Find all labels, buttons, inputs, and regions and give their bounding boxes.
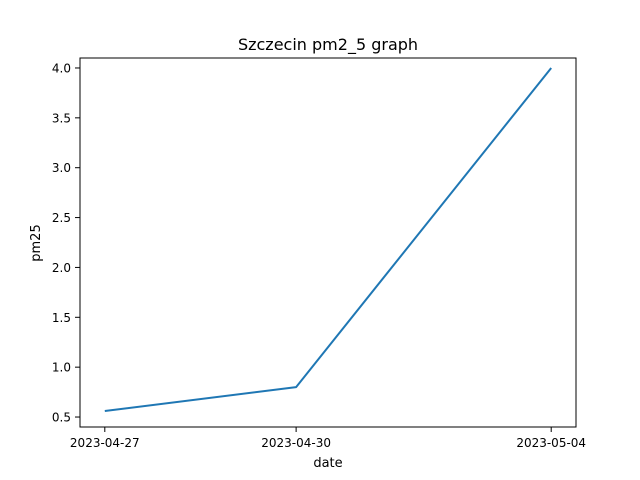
x-axis: 2023-04-27 2023-04-30 2023-05-04	[70, 427, 586, 450]
plot-frame	[79, 57, 577, 428]
y-axis-label: pm25	[29, 224, 44, 261]
y-tick-label: 4.0	[52, 61, 71, 75]
y-tick-label: 3.5	[52, 111, 71, 125]
y-tick-label: 1.0	[52, 361, 71, 375]
y-tick-label: 3.0	[52, 161, 71, 175]
x-tick-label: 2023-04-30	[261, 436, 331, 450]
x-axis-label: date	[313, 456, 342, 471]
y-tick-label: 2.0	[52, 261, 71, 275]
y-axis: 0.5 1.0 1.5 2.0 2.5 3.0 3.5 4.0	[52, 61, 80, 425]
plot-area	[104, 67, 552, 413]
x-tick-label: 2023-05-04	[516, 436, 586, 450]
y-tick-label: 1.5	[52, 311, 71, 325]
x-tick-label: 2023-04-27	[70, 436, 140, 450]
series-line-1	[104, 67, 552, 413]
y-tick-label: 2.5	[52, 211, 71, 225]
chart-title: Szczecin pm2_5 graph	[238, 35, 418, 55]
y-tick-label: 0.5	[52, 411, 71, 425]
